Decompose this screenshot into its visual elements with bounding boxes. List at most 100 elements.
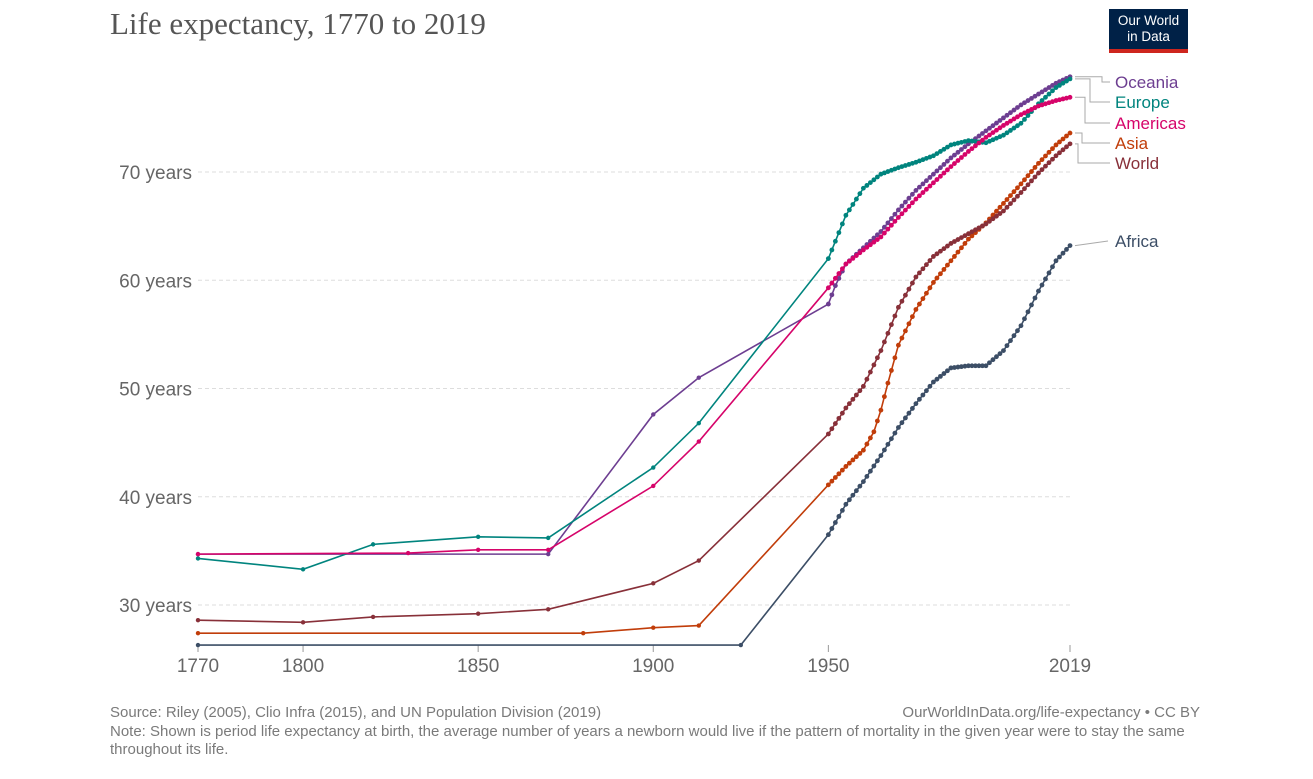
data-point-world <box>980 223 985 229</box>
data-point-oceania <box>952 152 957 158</box>
data-point-americas <box>906 204 912 209</box>
data-point-americas <box>962 152 968 157</box>
data-point-asia <box>832 475 838 480</box>
data-point-africa <box>1057 254 1062 260</box>
data-point-asia <box>913 307 919 312</box>
data-point-oceania <box>934 168 940 174</box>
legend-label-europe: Europe <box>1115 93 1170 112</box>
data-point-europe <box>829 247 835 253</box>
data-point-africa <box>888 436 894 442</box>
data-point-oceania <box>948 155 954 161</box>
data-point-africa <box>952 365 957 370</box>
data-point-asia <box>1050 146 1055 152</box>
data-point-asia <box>696 623 701 628</box>
data-point-asia <box>1060 136 1066 142</box>
data-point-world <box>829 426 835 432</box>
data-point-africa <box>867 468 873 474</box>
data-point-africa <box>829 526 835 531</box>
data-point-asia <box>839 467 845 473</box>
data-point-oceania <box>1015 105 1020 110</box>
data-point-oceania <box>927 175 933 180</box>
data-point-europe <box>853 196 859 202</box>
data-point-world <box>881 339 887 345</box>
data-point-world <box>917 270 922 276</box>
legend-label-oceania: Oceania <box>1115 73 1179 92</box>
data-point-world <box>934 251 940 257</box>
data-point-asia <box>931 280 936 285</box>
legend-connector <box>1075 76 1110 83</box>
data-point-world <box>839 410 845 416</box>
data-point-europe <box>475 534 481 540</box>
data-point-asia <box>903 328 908 334</box>
data-point-asia <box>1004 197 1010 202</box>
source-note: Source: Riley (2005), Clio Infra (2015),… <box>110 704 602 721</box>
data-point-oceania <box>546 551 551 557</box>
x-tick-label: 1770 <box>177 656 219 677</box>
data-point-africa <box>738 642 744 648</box>
data-point-americas <box>874 237 880 242</box>
data-point-world <box>874 355 880 361</box>
data-point-world <box>651 581 656 586</box>
data-point-americas <box>924 186 929 192</box>
data-point-oceania <box>994 120 999 126</box>
data-point-oceania <box>1011 107 1017 113</box>
data-point-asia <box>1011 189 1017 195</box>
data-point-world <box>825 431 831 437</box>
data-point-asia <box>892 355 898 361</box>
data-point-europe <box>962 139 968 144</box>
data-point-oceania <box>1001 115 1006 121</box>
data-point-africa <box>945 368 950 374</box>
series-line-asia <box>198 132 1071 634</box>
data-point-world <box>475 611 481 616</box>
data-point-oceania <box>903 199 908 205</box>
data-point-world <box>903 292 908 298</box>
data-point-world <box>1064 144 1069 150</box>
data-point-americas <box>405 550 411 556</box>
data-point-europe <box>969 138 975 144</box>
legend-connector <box>1075 96 1110 124</box>
data-point-europe <box>836 230 842 236</box>
data-point-africa <box>1064 246 1069 252</box>
data-point-africa <box>1046 270 1052 276</box>
data-point-asia <box>881 394 887 400</box>
data-point-world <box>846 401 852 407</box>
data-point-asia <box>955 249 961 255</box>
data-point-oceania <box>931 171 936 177</box>
data-point-africa <box>843 501 849 507</box>
data-point-europe <box>910 160 915 166</box>
data-point-americas <box>1008 118 1013 124</box>
data-point-americas <box>864 244 870 250</box>
data-point-americas <box>945 167 950 173</box>
data-point-oceania <box>955 149 961 155</box>
data-point-oceania <box>1018 102 1024 108</box>
data-point-africa <box>1018 323 1024 329</box>
data-point-world <box>1067 141 1073 147</box>
data-point-world <box>997 211 1003 216</box>
data-point-asia <box>1053 142 1059 148</box>
owid-logo[interactable]: Our World in Data <box>1109 9 1188 53</box>
y-tick-label: 40 years <box>119 488 192 509</box>
data-point-europe <box>857 191 863 197</box>
data-point-world <box>1022 186 1027 192</box>
source-link[interactable]: OurWorldInData.org/life-expectancy • CC … <box>902 704 1200 721</box>
data-point-americas <box>871 239 877 245</box>
data-point-asia <box>860 447 866 453</box>
data-point-americas <box>903 207 908 213</box>
data-point-americas <box>896 215 901 220</box>
data-point-oceania <box>651 412 656 417</box>
data-point-asia <box>195 630 201 636</box>
data-point-asia <box>952 254 957 259</box>
data-point-world <box>906 286 912 292</box>
data-point-world <box>1011 197 1017 203</box>
data-point-africa <box>896 425 901 430</box>
data-point-americas <box>195 551 201 557</box>
data-point-americas <box>651 483 656 489</box>
data-point-world <box>969 229 975 235</box>
data-point-americas <box>857 250 863 256</box>
data-point-world <box>920 266 926 272</box>
data-point-africa <box>1032 295 1038 301</box>
data-point-asia <box>867 435 873 441</box>
data-point-africa <box>871 463 877 469</box>
data-point-europe <box>1018 120 1024 126</box>
data-point-world <box>1050 156 1055 162</box>
